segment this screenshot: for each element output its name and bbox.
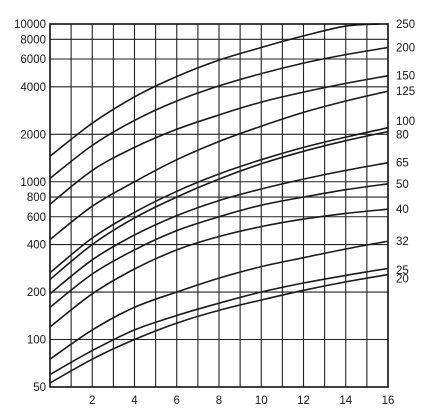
y-tick-label-1000: 1000: [20, 177, 46, 189]
curve-label-50: 50: [396, 179, 409, 191]
x-tick-label-16: 16: [382, 395, 395, 407]
y-tick-label-200: 200: [27, 287, 46, 299]
curve-100: [49, 126, 389, 274]
curves: [49, 23, 389, 384]
curve-80: [49, 130, 389, 281]
x-tick-label-4: 4: [131, 395, 138, 407]
plot-frame: [49, 23, 389, 388]
curve-65: [49, 161, 389, 295]
y-tick-label-100: 100: [27, 335, 46, 347]
x-tick-label-10: 10: [255, 395, 268, 407]
curve-25: [49, 267, 389, 376]
curve-label-200: 200: [396, 42, 415, 54]
y-tick-label-600: 600: [27, 212, 46, 224]
grid: [50, 23, 388, 388]
curve-250: [49, 23, 380, 157]
x-tick-label-2: 2: [89, 395, 95, 407]
curve-20: [49, 273, 389, 384]
y-axis-tick-labels: 50 100 200 400 600 800 1000 2000 4000 6000 8000 100…: [14, 19, 46, 394]
curve-label-20: 20: [396, 274, 409, 286]
curve-label-32: 32: [396, 236, 409, 248]
y-tick-label-2000: 2000: [20, 129, 46, 141]
curve-150: [49, 74, 389, 205]
y-tick-label-50: 50: [33, 382, 46, 394]
curve-125: [49, 90, 389, 241]
y-tick-label-6000: 6000: [20, 54, 46, 66]
curve-40: [49, 208, 389, 328]
x-tick-label-6: 6: [174, 395, 180, 407]
curve-label-250: 250: [396, 19, 415, 31]
y-tick-label-8000: 8000: [20, 34, 46, 46]
y-tick-label-4000: 4000: [20, 82, 46, 94]
curve-label-150: 150: [396, 71, 415, 83]
curve-label-25: 25: [396, 265, 409, 277]
curve-label-40: 40: [396, 204, 409, 216]
curve-50: [49, 183, 389, 308]
y-tick-label-400: 400: [27, 240, 46, 252]
curve-200: [49, 46, 389, 180]
x-tick-label-14: 14: [339, 395, 352, 407]
y-tick-label-10000: 10000: [14, 19, 46, 31]
y-tick-label-800: 800: [27, 192, 46, 204]
curve-label-100: 100: [396, 116, 415, 128]
x-tick-label-8: 8: [216, 395, 222, 407]
x-axis-tick-labels: 2 4 6 8 10 12 14 16: [89, 395, 394, 407]
curve-label-65: 65: [396, 158, 409, 170]
curve-32: [49, 240, 389, 360]
x-tick-label-12: 12: [297, 395, 310, 407]
curve-label-125: 125: [396, 86, 415, 98]
curve-label-80: 80: [396, 129, 409, 141]
